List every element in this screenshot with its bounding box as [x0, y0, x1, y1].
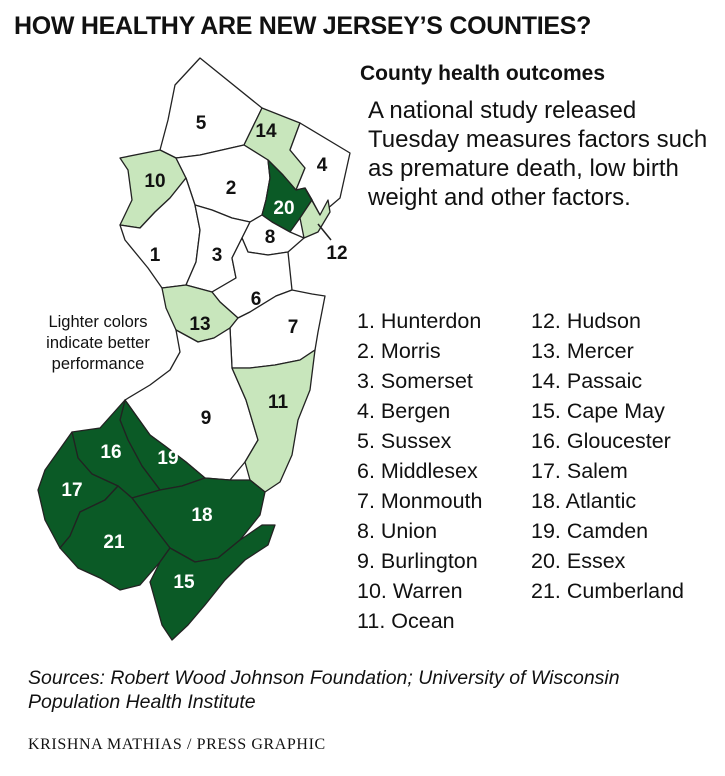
- county-label-16: 16: [100, 442, 121, 463]
- legend-note: Lighter colors indicate better performan…: [46, 313, 150, 373]
- county-label-6: 6: [251, 289, 262, 310]
- page-title: HOW HEALTHY ARE NEW JERSEY’S COUNTIES?: [14, 12, 592, 40]
- county-11-ocean: [231, 349, 316, 493]
- list-item: 4. Bergen: [357, 399, 451, 423]
- county-list-column-1: 1. Hunterdon 2. Morris 3. Somerset 4. Be…: [357, 306, 482, 636]
- county-label-2: 2: [226, 178, 237, 199]
- county-label-12: 12: [326, 243, 347, 264]
- county-label-15: 15: [173, 572, 195, 593]
- list-item: 6. Middlesex: [357, 459, 478, 483]
- county-label-9: 9: [201, 408, 212, 429]
- county-12-hudson: [299, 187, 331, 239]
- list-item: 21. Cumberland: [531, 579, 684, 603]
- list-item: 2. Morris: [357, 339, 441, 363]
- list-item: 20. Essex: [531, 549, 626, 573]
- hudson-pointer-line: [317, 223, 332, 241]
- county-label-5: 5: [196, 113, 207, 134]
- list-item: 5. Sussex: [357, 429, 452, 453]
- list-item: 19. Camden: [531, 519, 649, 543]
- county-label-17: 17: [61, 480, 82, 501]
- list-item: 3. Somerset: [357, 369, 473, 393]
- list-item: 11. Ocean: [357, 609, 455, 633]
- sources-note: Sources: Robert Wood Johnson Foundation;…: [28, 667, 620, 713]
- county-list-column-2: 12. Hudson 13. Mercer 14. Passaic 15. Ca…: [531, 306, 684, 606]
- county-21-cumberland: [59, 485, 171, 591]
- new-jersey-county-map: 5 14 4 10 2 20 8 12 1 3 6 13 7 11 9 16 1…: [37, 57, 351, 641]
- county-15-cape-may: [149, 524, 276, 641]
- list-item: 9. Burlington: [357, 549, 478, 573]
- list-item: 12. Hudson: [531, 309, 641, 333]
- list-item: 15. Cape May: [531, 399, 665, 423]
- county-label-10: 10: [144, 171, 165, 192]
- graphic-credit: KRISHNA MATHIAS / PRESS GRAPHIC: [28, 736, 326, 753]
- county-label-11: 11: [268, 392, 289, 413]
- county-label-13: 13: [189, 314, 210, 335]
- list-item: 1. Hunterdon: [357, 309, 482, 333]
- county-label-20: 20: [273, 198, 294, 219]
- county-label-4: 4: [317, 155, 328, 176]
- county-label-19: 19: [157, 448, 178, 469]
- county-20-essex: [261, 159, 313, 233]
- list-item: 13. Mercer: [531, 339, 634, 363]
- map-subtitle: County health outcomes: [360, 62, 606, 85]
- county-label-7: 7: [288, 317, 299, 338]
- list-item: 7. Monmouth: [357, 489, 483, 513]
- list-item: 14. Passaic: [531, 369, 643, 393]
- county-label-18: 18: [191, 505, 212, 526]
- county-label-21: 21: [103, 532, 125, 553]
- map-description: A national study released Tuesday measur…: [368, 97, 708, 211]
- list-item: 10. Warren: [357, 579, 463, 603]
- county-label-3: 3: [212, 245, 223, 266]
- list-item: 16. Gloucester: [531, 429, 671, 453]
- county-label-8: 8: [265, 227, 276, 248]
- list-item: 8. Union: [357, 519, 438, 543]
- list-item: 18. Atlantic: [531, 489, 637, 513]
- county-label-1: 1: [150, 245, 161, 266]
- list-item: 17. Salem: [531, 459, 628, 483]
- county-label-14: 14: [255, 121, 277, 142]
